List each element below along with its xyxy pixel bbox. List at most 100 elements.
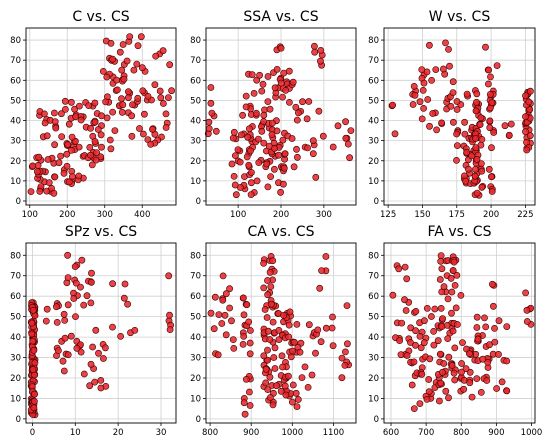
data-point (263, 160, 271, 168)
data-point (139, 130, 147, 138)
x-tick-label: 900 (243, 428, 259, 438)
data-point (448, 309, 455, 317)
data-point (304, 383, 312, 391)
data-point (51, 141, 58, 149)
data-point (252, 109, 260, 117)
data-point (523, 146, 531, 154)
data-point (36, 187, 44, 195)
data-point (88, 269, 95, 277)
data-point (144, 93, 152, 100)
data-point (111, 127, 119, 135)
data-point (342, 118, 349, 126)
data-point (451, 376, 459, 384)
data-point (310, 42, 318, 50)
data-point (289, 78, 297, 86)
y-tick-label: 30 (10, 354, 21, 364)
data-point (445, 353, 453, 361)
data-point (259, 80, 267, 88)
y-tick-label: 70 (10, 272, 21, 282)
data-point (453, 106, 461, 113)
data-point (120, 294, 128, 302)
data-point (109, 108, 116, 116)
plot-frame (25, 242, 177, 424)
data-point (312, 173, 320, 181)
data-point (439, 368, 446, 376)
x-tick-label: 1000 (521, 428, 543, 438)
data-point (308, 371, 316, 379)
y-tick-label: 60 (368, 292, 379, 302)
data-point (255, 159, 263, 166)
x-tick-label: 200 (59, 210, 75, 220)
data-point (124, 88, 132, 96)
subplot-title: FA vs. CS (428, 224, 492, 240)
data-point (329, 342, 337, 350)
data-point (45, 179, 53, 186)
data-point (412, 327, 419, 335)
data-point (398, 319, 406, 327)
data-point (277, 44, 285, 52)
data-point (210, 325, 218, 333)
data-point (240, 399, 248, 407)
data-point (254, 135, 262, 143)
data-point (329, 313, 336, 321)
data-point (439, 315, 446, 322)
data-point (461, 130, 469, 138)
data-point (221, 311, 229, 319)
data-point (245, 161, 253, 169)
data-point (248, 71, 256, 79)
data-point (397, 351, 405, 359)
y-tick-label: 40 (190, 117, 201, 127)
plot-frame (383, 242, 536, 424)
data-point (341, 348, 349, 356)
data-point (432, 66, 440, 73)
data-point (58, 133, 66, 140)
data-point (489, 302, 497, 310)
y-tick-label: 30 (368, 354, 379, 364)
data-point (442, 387, 450, 395)
y-tick-label: 40 (368, 333, 379, 343)
plot-frame (25, 27, 177, 206)
data-point (472, 107, 480, 115)
data-point (87, 124, 94, 132)
subplot-6: 600 700 800 900 1000 0 10 20 30 40 50 60 70 80 FA vs. … (368, 224, 542, 438)
y-tick-label: 70 (10, 56, 21, 66)
y-tick-label: 80 (10, 251, 21, 261)
y-tick-label: 80 (368, 251, 379, 261)
data-point (453, 142, 461, 149)
data-point (264, 346, 271, 354)
data-point (319, 132, 327, 140)
y-tick-label: 10 (368, 394, 379, 404)
data-point (89, 343, 96, 351)
data-point (448, 288, 456, 296)
data-point (256, 71, 263, 79)
data-point (60, 310, 68, 318)
data-point (389, 101, 396, 109)
data-point (109, 55, 116, 63)
data-point (437, 252, 445, 259)
subplot-title: SSA vs. CS (243, 9, 318, 25)
data-point (477, 388, 485, 396)
data-point (430, 341, 438, 349)
data-point (264, 386, 272, 393)
data-point (418, 370, 426, 378)
data-point (444, 295, 452, 303)
data-point (138, 64, 146, 72)
data-point (29, 162, 37, 170)
x-tick-label: 225 (517, 210, 533, 220)
data-point (207, 309, 215, 317)
data-point (67, 332, 75, 340)
data-point (273, 382, 280, 390)
x-tick-label: 200 (483, 210, 499, 220)
y-tick-label: 40 (10, 117, 21, 127)
data-point (60, 367, 68, 375)
data-point (253, 76, 261, 84)
data-point (134, 42, 142, 50)
data-point (425, 41, 433, 49)
plot-frame (205, 242, 357, 424)
data-point (401, 296, 408, 304)
data-point (446, 62, 453, 70)
data-point (322, 253, 330, 260)
data-point (222, 331, 230, 339)
data-point (464, 165, 472, 173)
